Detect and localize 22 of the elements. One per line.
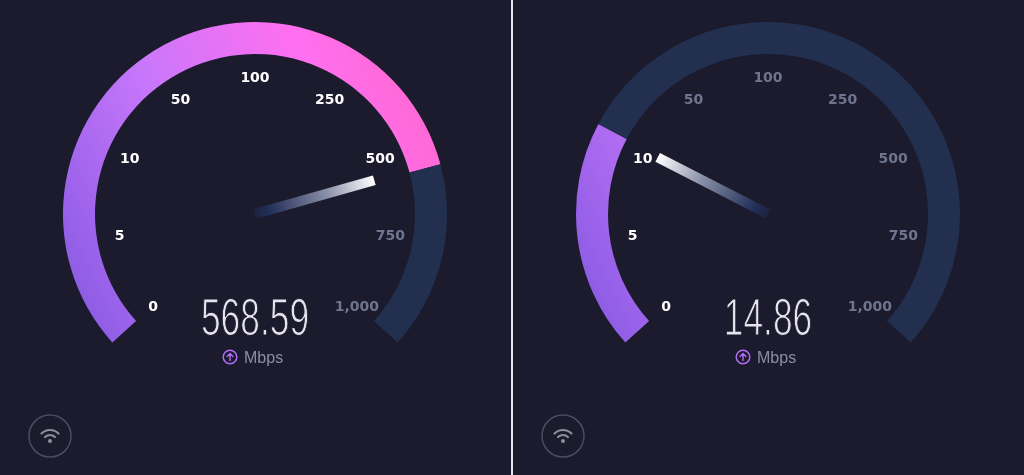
text: 568.59 (200, 288, 310, 346)
text: 100 (753, 69, 783, 85)
text: Mbps (757, 348, 797, 366)
text: 10 (120, 150, 140, 167)
text: Mbps (244, 348, 284, 366)
text: 0 (148, 297, 159, 314)
text: 1,000 (847, 297, 893, 314)
text: 14.86 (723, 288, 813, 346)
text: 750 (375, 227, 406, 244)
text: 50 (170, 91, 191, 108)
text: 250 (828, 91, 858, 108)
text: 5 (627, 227, 638, 244)
text: 0 (661, 297, 672, 314)
text: 750 (888, 227, 919, 244)
text: 250 (315, 91, 345, 108)
text: 5 (114, 227, 125, 244)
text: 10 (633, 150, 653, 167)
text: 50 (683, 91, 704, 108)
text: 500 (878, 150, 909, 167)
text: 1,000 (334, 297, 380, 314)
text: 500 (365, 150, 396, 167)
text: 100 (240, 69, 270, 85)
